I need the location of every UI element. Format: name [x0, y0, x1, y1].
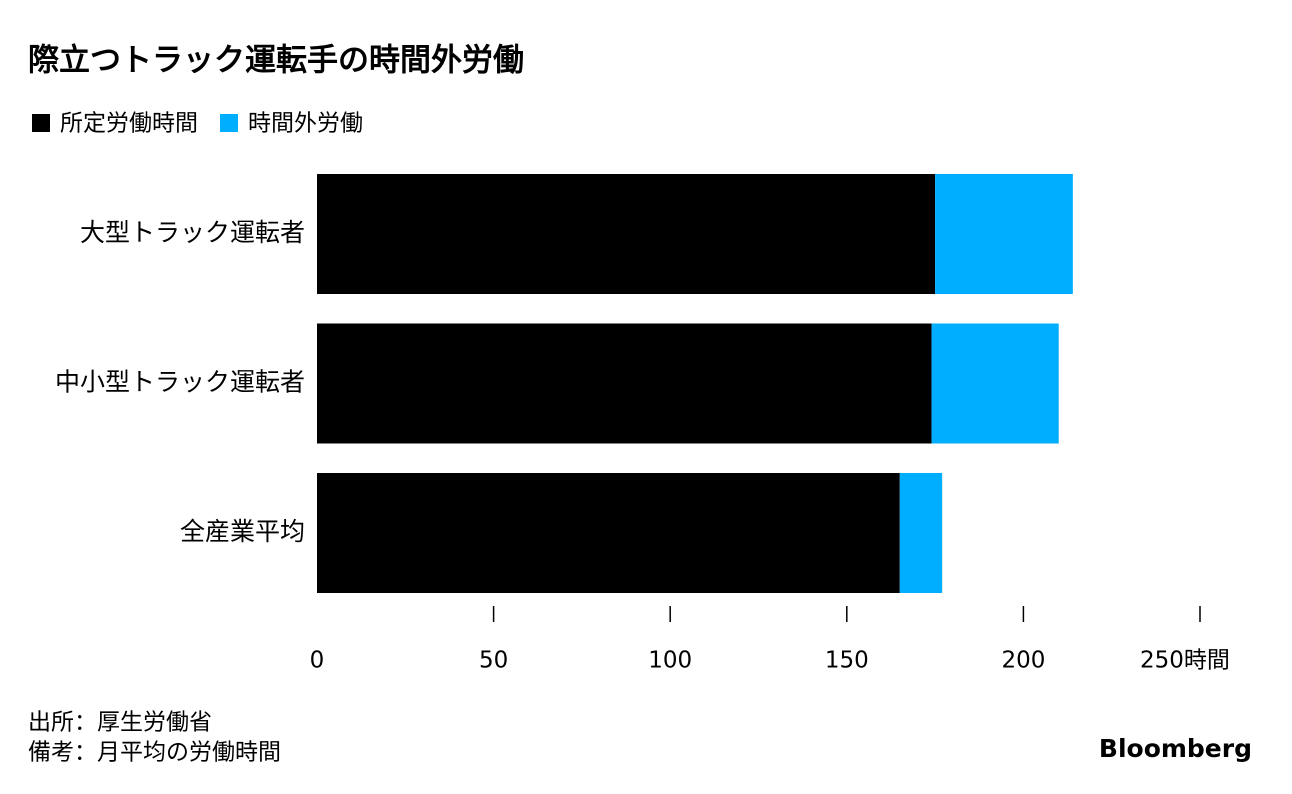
legend-label: 所定労働時間 — [60, 111, 198, 137]
chart-title: 際立つトラック運転手の時間外労働 — [28, 43, 524, 79]
x-tick-label: 200 — [1001, 648, 1045, 674]
y-tick-label: 全産業平均 — [180, 517, 305, 546]
logo: Bloomberg — [1099, 734, 1252, 763]
note: 備考：月平均の労働時間 — [28, 740, 281, 766]
y-tick-label: 大型トラック運転者 — [80, 218, 305, 247]
legend-swatch — [32, 114, 50, 132]
x-tick-label: 150 — [825, 648, 869, 674]
bar-segment — [931, 323, 1059, 444]
x-tick-label: 50 — [479, 648, 508, 674]
source: 出所：厚生労働省 — [28, 710, 212, 736]
x-tick-label: 250時間 — [1140, 648, 1230, 674]
legend-swatch — [220, 114, 238, 132]
bar-segment — [899, 473, 943, 593]
x-tick-label: 0 — [310, 648, 325, 674]
bar-segment — [317, 174, 936, 294]
y-tick-label: 中小型トラック運転者 — [55, 368, 305, 397]
legend-label: 時間外労働 — [248, 111, 363, 137]
bar-segment — [935, 174, 1073, 294]
bar-segment — [317, 473, 900, 593]
x-tick-label: 100 — [648, 648, 692, 674]
bar-segment — [317, 323, 932, 444]
